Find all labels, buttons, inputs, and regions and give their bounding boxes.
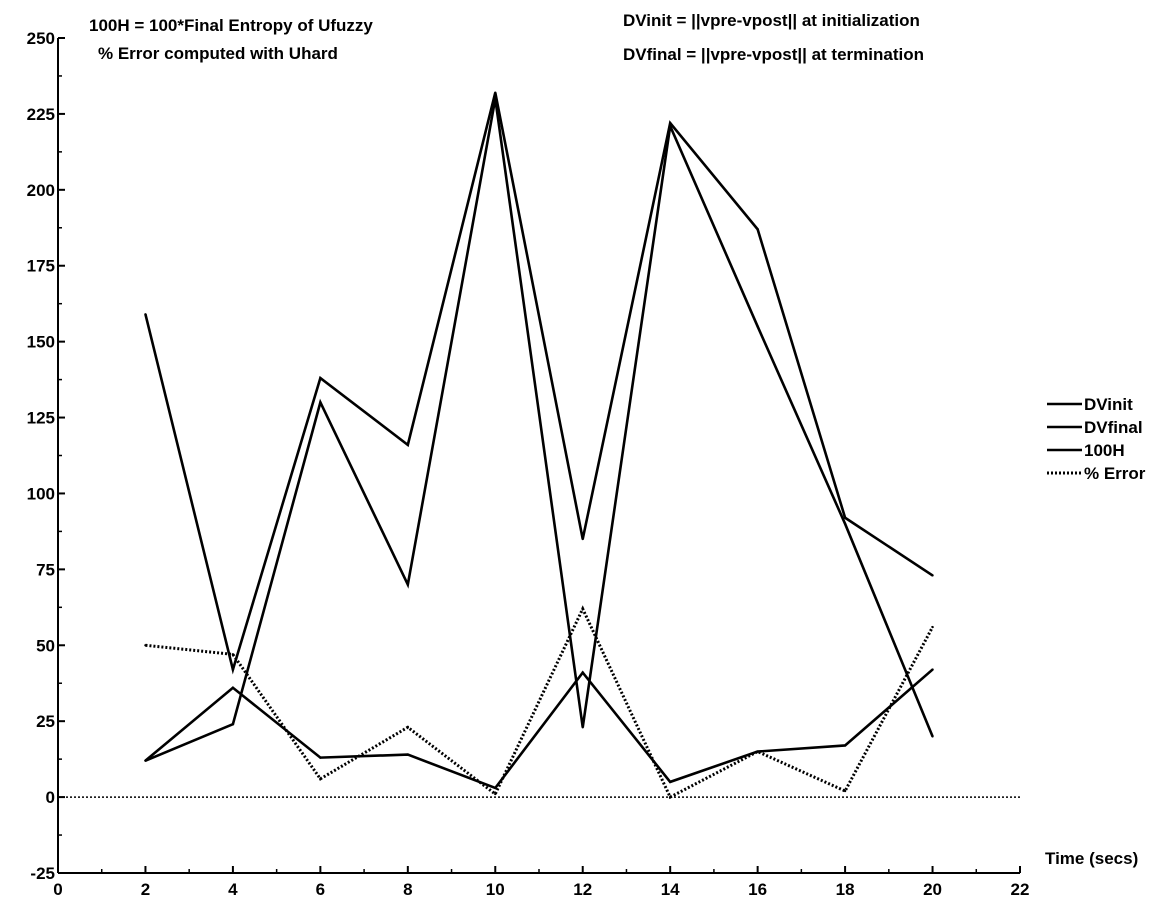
legend-label-error: % Error: [1084, 464, 1146, 483]
data-point-dvinit: [144, 313, 147, 316]
x-tick-label: 18: [836, 880, 855, 899]
x-tick-label: 6: [316, 880, 325, 899]
data-point-dvinit: [406, 443, 410, 447]
data-point-error: [494, 792, 497, 796]
annotation-dvfinal: DVfinal = ||vpre-vpost|| at termination: [623, 45, 924, 64]
x-tick-label: 12: [573, 880, 592, 899]
data-point-dvinit: [843, 516, 847, 519]
data-point-dvinit: [231, 668, 235, 671]
annotation-error: % Error computed with Uhard: [98, 44, 338, 63]
series-line-100h: [144, 668, 934, 790]
series-line-dvfinal: [144, 98, 934, 762]
series-line-error: [145, 605, 934, 800]
y-tick-label: 250: [27, 29, 55, 48]
annotation-100h: 100H = 100*Final Entropy of Ufuzzy: [89, 16, 373, 35]
data-point-100h: [144, 759, 147, 762]
data-point-dvfinal: [756, 325, 759, 328]
data-point-dvfinal: [931, 735, 934, 738]
data-point-error: [231, 653, 235, 656]
data-point-dvfinal: [581, 726, 584, 729]
data-point-dvfinal: [668, 124, 672, 128]
y-tick-label: 125: [27, 409, 55, 428]
data-point-dvfinal: [319, 401, 322, 404]
data-point-100h: [581, 671, 584, 674]
y-tick-label: 75: [36, 560, 55, 579]
data-point-dvfinal: [231, 723, 235, 726]
data-point-100h: [231, 686, 235, 689]
data-point-error: [406, 726, 410, 729]
y-tick-label: -25: [30, 864, 55, 883]
data-point-100h: [668, 780, 672, 784]
x-axis-label: Time (secs): [1045, 849, 1138, 868]
y-tick-label: 150: [27, 333, 55, 352]
data-point-dvinit: [931, 574, 934, 577]
data-point-100h: [406, 753, 410, 756]
data-point-dvfinal: [494, 97, 497, 100]
series-line-dvinit: [144, 92, 934, 675]
y-tick-label: 0: [46, 788, 55, 807]
data-point-100h: [931, 668, 934, 671]
data-point-dvinit: [319, 376, 322, 380]
y-tick-label: 25: [36, 712, 55, 731]
data-point-dvinit: [756, 228, 759, 231]
x-tick-label: 20: [923, 880, 942, 899]
data-point-error: [144, 644, 147, 647]
data-point-error: [756, 750, 759, 753]
data-point-dvfinal: [406, 583, 410, 586]
x-tick-label: 8: [403, 880, 412, 899]
x-tick-label: 16: [748, 880, 767, 899]
y-tick-label: 100: [27, 484, 55, 503]
annotation-dvinit: DVinit = ||vpre-vpost|| at initializatio…: [623, 11, 920, 30]
data-point-dvfinal: [843, 522, 847, 526]
data-point-error: [581, 607, 584, 611]
x-tick-label: 22: [1011, 880, 1030, 899]
y-tick-label: 225: [27, 105, 55, 124]
data-point-dvinit: [494, 91, 497, 94]
data-point-error: [931, 625, 934, 629]
data-point-error: [319, 777, 322, 781]
data-point-error: [668, 795, 672, 799]
x-tick-label: 0: [53, 880, 62, 899]
y-tick-label: 50: [36, 636, 55, 655]
data-point-100h: [319, 756, 322, 759]
data-point-dvinit: [581, 537, 584, 541]
data-point-100h: [494, 786, 497, 790]
data-point-100h: [843, 744, 847, 747]
x-tick-label: 10: [486, 880, 505, 899]
legend-label-100h: 100H: [1084, 441, 1125, 460]
x-tick-label: 2: [141, 880, 150, 899]
x-tick-label: 14: [661, 880, 680, 899]
x-tick-label: 4: [228, 880, 238, 899]
y-tick-label: 175: [27, 257, 55, 276]
y-tick-label: 200: [27, 181, 55, 200]
legend-label-dvinit: DVinit: [1084, 395, 1133, 414]
data-point-error: [843, 789, 847, 793]
legend-label-dvfinal: DVfinal: [1084, 418, 1143, 437]
